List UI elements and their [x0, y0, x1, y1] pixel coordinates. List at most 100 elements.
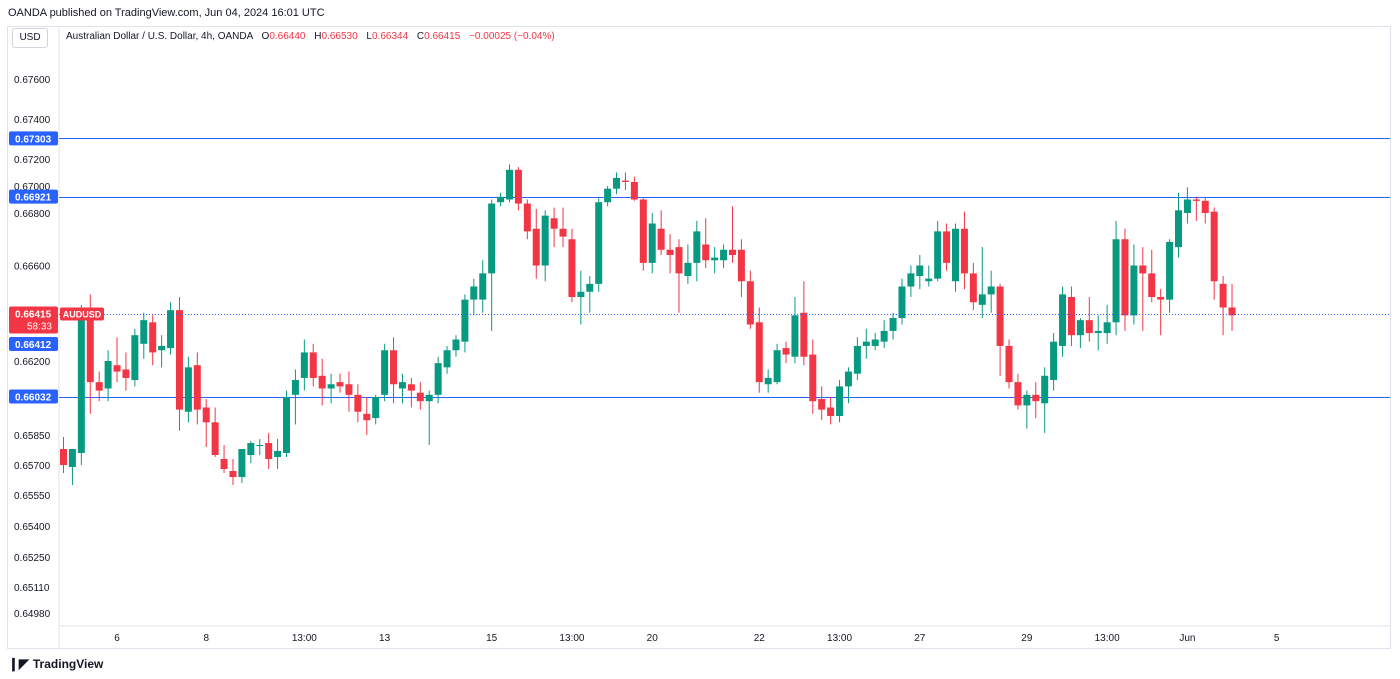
- candle-body: [488, 203, 496, 274]
- y-tick-label: 0.65550: [14, 491, 51, 502]
- candle-body: [256, 445, 264, 446]
- candle-body: [1201, 200, 1209, 213]
- legend-c-label: C: [416, 31, 425, 42]
- candle-body: [1183, 199, 1191, 213]
- candle-body: [523, 203, 531, 232]
- candle-body: [755, 322, 763, 383]
- tradingview-footer[interactable]: ❙◤ TradingView: [8, 656, 103, 672]
- candle-body: [407, 384, 415, 391]
- candle-body: [497, 196, 505, 203]
- x-tick-label: 20: [647, 633, 659, 644]
- candle-body: [737, 249, 745, 282]
- candle-body: [95, 382, 103, 391]
- candle-body: [916, 265, 924, 276]
- candle-body: [184, 367, 192, 412]
- level-price-tag-label: 0.66921: [15, 193, 52, 204]
- candle-body: [247, 443, 255, 455]
- candle-body: [1005, 345, 1013, 383]
- candle-body: [470, 286, 478, 300]
- candle-body: [514, 169, 522, 204]
- candle-body: [291, 380, 299, 395]
- candle-body: [77, 318, 85, 453]
- y-tick-label: 0.65250: [14, 553, 51, 564]
- candle-body: [425, 394, 433, 402]
- candle-body: [434, 363, 442, 395]
- candle-body: [952, 228, 959, 282]
- candle-body: [68, 449, 76, 467]
- candle-body: [309, 352, 317, 378]
- prev-price-tag: [9, 337, 58, 351]
- candle-body: [532, 228, 540, 266]
- candle-body: [274, 451, 282, 457]
- level-price-tag: [9, 131, 58, 146]
- candle-body: [853, 345, 861, 374]
- y-tick-label: 0.64980: [14, 609, 51, 620]
- x-tick-label: Jun: [1179, 633, 1195, 644]
- candle-body: [1014, 382, 1022, 406]
- candle-body: [827, 407, 835, 416]
- candle-body: [300, 352, 308, 378]
- level-price-tag-label: 0.67303: [15, 134, 52, 145]
- candle-body: [880, 330, 888, 342]
- legend-l-value: 0.66344: [371, 31, 409, 42]
- candle-body: [987, 286, 995, 295]
- candle-body: [621, 180, 629, 182]
- prev-price-tag-label: 0.66412: [15, 340, 52, 351]
- candle-body: [60, 449, 67, 465]
- candle-body: [1139, 265, 1147, 274]
- candle-body: [639, 199, 647, 263]
- candle-body: [193, 365, 201, 410]
- candle-body: [381, 350, 389, 395]
- candle-body: [1121, 239, 1129, 316]
- candle-body: [729, 249, 736, 255]
- candle-body: [613, 177, 621, 189]
- candle-body: [969, 273, 977, 303]
- candle-body: [86, 310, 94, 383]
- candle-body: [149, 322, 157, 353]
- x-tick-label: 22: [754, 633, 766, 644]
- candle-body: [1023, 394, 1031, 406]
- candle-body: [1228, 307, 1236, 316]
- candle-body: [354, 394, 362, 412]
- candle-body: [693, 231, 701, 263]
- legend-o-value: 0.66440: [269, 31, 306, 42]
- candle-body: [702, 244, 710, 261]
- candle-body: [1032, 394, 1040, 402]
- legend-h-value: 0.66530: [321, 31, 358, 42]
- candle-body: [1067, 297, 1075, 336]
- currency-selector[interactable]: USD: [12, 28, 48, 48]
- candle-body: [265, 443, 273, 459]
- candle-body: [1112, 239, 1120, 323]
- candle-body: [104, 361, 112, 389]
- level-price-tag-label: 0.66032: [15, 393, 52, 404]
- candle-body: [666, 249, 674, 255]
- candle-body: [1050, 341, 1058, 381]
- y-tick-label: 0.65700: [14, 461, 51, 472]
- candle-body: [684, 262, 692, 276]
- candle-body: [336, 382, 344, 387]
- y-tick-label: 0.67400: [14, 115, 51, 126]
- candle-body: [862, 341, 870, 346]
- last-price-tag-value: 0.66415: [15, 310, 52, 321]
- candle-body: [1192, 199, 1200, 201]
- candle-body: [345, 384, 353, 395]
- candle-body: [577, 291, 585, 297]
- level-price-tag: [9, 389, 58, 404]
- y-tick-label: 0.66200: [14, 357, 51, 368]
- candle-body: [871, 339, 879, 346]
- candle-body: [398, 382, 406, 389]
- candle-body: [452, 339, 460, 351]
- symbol-tag-label: AUDUSD: [63, 310, 102, 320]
- x-tick-label: 27: [914, 633, 926, 644]
- candle-body: [818, 399, 826, 410]
- y-tick-label: 0.65400: [14, 522, 51, 533]
- candle-body: [943, 231, 951, 263]
- legend-title: Australian Dollar / U.S. Dollar, 4h, OAN…: [66, 31, 253, 42]
- legend-o-label: O: [261, 31, 270, 42]
- y-tick-label: 0.65850: [14, 431, 51, 442]
- candle-body: [1059, 294, 1067, 346]
- y-tick-label: 0.66600: [14, 262, 51, 273]
- candle-body: [782, 348, 790, 355]
- candle-body: [559, 228, 567, 237]
